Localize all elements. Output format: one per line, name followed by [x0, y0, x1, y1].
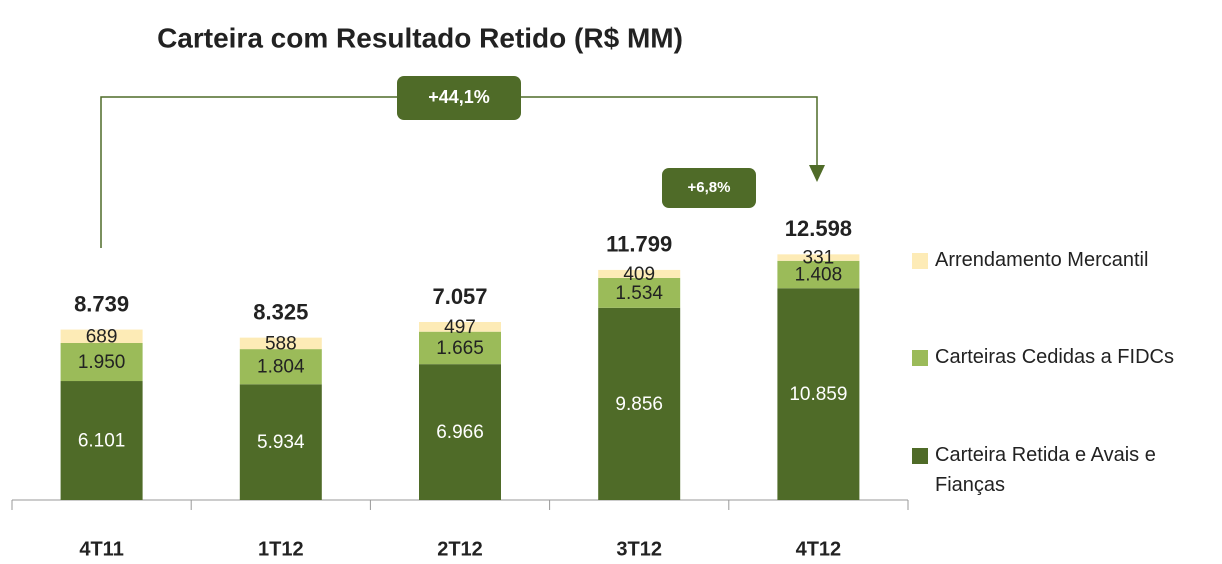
bar-segment: [777, 254, 860, 261]
x-tick-label: 4T12: [796, 538, 842, 560]
bar-segment: [419, 364, 501, 500]
bar-segment: [60, 343, 143, 382]
total-label: 8.325: [253, 299, 308, 324]
legend-swatch: [912, 350, 928, 366]
bar-segment: [598, 277, 681, 308]
bar-segment: [598, 269, 681, 278]
data-label: 409: [623, 264, 655, 285]
legend-swatch: [912, 253, 928, 269]
annotation: +44,1%: [428, 87, 490, 107]
bar-segment: [239, 349, 322, 385]
data-label: 1.408: [795, 265, 843, 286]
bar-segment: [239, 337, 322, 350]
bar-segment: [419, 331, 501, 365]
total-label: 7.057: [432, 284, 487, 309]
data-label: 497: [444, 317, 476, 338]
data-label: 1.950: [78, 352, 126, 373]
legend-item: Arrendamento Mercantil: [912, 245, 1212, 275]
arrow-head: [809, 165, 825, 182]
bar-segment: [419, 322, 501, 332]
total-label: 12.598: [785, 216, 852, 241]
bar-segment: [60, 381, 143, 500]
data-label: 1.665: [436, 338, 484, 359]
bar-segment: [777, 260, 860, 289]
bar-segment: [239, 384, 322, 500]
bar-segment: [598, 307, 681, 500]
legend-label: Carteiras Cedidas a FIDCs: [935, 346, 1174, 368]
data-label: 9.856: [615, 394, 663, 415]
data-label: 6.966: [436, 422, 484, 443]
legend-item: Carteiras Cedidas a FIDCs: [912, 342, 1212, 372]
x-tick-label: 4T11: [79, 538, 123, 560]
data-label: 10.859: [789, 384, 847, 405]
bar-segment: [777, 288, 860, 500]
annotation-box: [662, 168, 756, 208]
x-tick-label: 2T12: [437, 538, 483, 560]
total-label: 8.739: [74, 291, 129, 316]
chart-title: Carteira com Resultado Retido (R$ MM): [157, 22, 683, 53]
legend-item: Carteira Retida e Avais e Fianças: [912, 440, 1212, 500]
data-label: 331: [803, 248, 835, 269]
data-label: 6.101: [78, 431, 126, 452]
x-tick-label: 3T12: [616, 538, 662, 560]
annotation: +6,8%: [688, 179, 731, 196]
total-label: 11.799: [606, 232, 672, 257]
annotation-box: [397, 76, 521, 120]
data-label: 1.804: [257, 357, 305, 378]
data-label: 588: [265, 333, 297, 354]
data-label: 5.934: [257, 432, 305, 453]
data-label: 689: [86, 326, 118, 347]
legend-label: Carteira Retida e Avais e Fianças: [935, 444, 1156, 496]
x-tick-label: 1T12: [258, 538, 304, 560]
legend-label: Arrendamento Mercantil: [935, 249, 1149, 271]
bar-segment: [60, 329, 143, 344]
data-label: 1.534: [615, 283, 663, 304]
legend-swatch: [912, 448, 928, 464]
